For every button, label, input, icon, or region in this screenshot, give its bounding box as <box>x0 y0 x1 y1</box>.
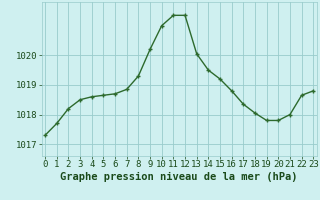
X-axis label: Graphe pression niveau de la mer (hPa): Graphe pression niveau de la mer (hPa) <box>60 172 298 182</box>
